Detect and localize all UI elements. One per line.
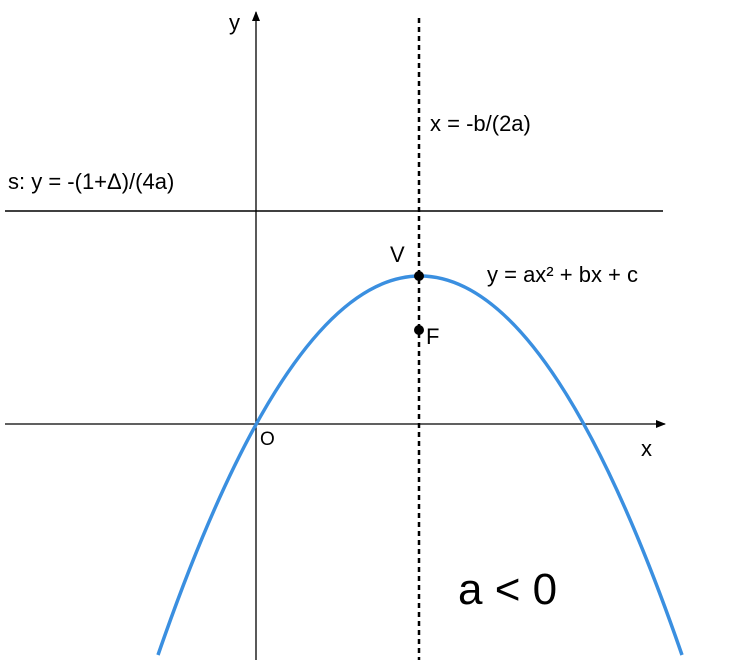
focus-point (414, 325, 424, 335)
vertex-point (414, 271, 424, 281)
curve-equation: y = ax² + bx + c (487, 262, 638, 287)
vertex-label: V (390, 242, 405, 267)
focus-label: F (426, 324, 439, 349)
x-axis-label: x (641, 436, 652, 461)
condition-label: a < 0 (458, 565, 557, 614)
y-axis-label: y (229, 10, 240, 35)
directrix-label: s: y = -(1+Δ)/(4a) (8, 169, 174, 194)
origin-label: O (260, 429, 275, 450)
symmetry-label: x = -b/(2a) (430, 111, 531, 136)
